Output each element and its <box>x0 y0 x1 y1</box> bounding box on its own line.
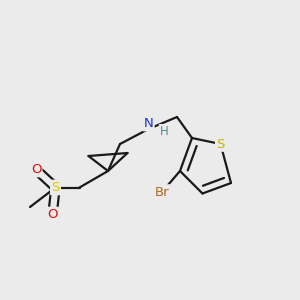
Text: S: S <box>216 137 225 151</box>
Text: N: N <box>144 117 153 130</box>
Text: O: O <box>31 163 41 176</box>
Text: S: S <box>51 181 60 194</box>
Text: Br: Br <box>155 185 169 199</box>
Text: O: O <box>47 208 58 221</box>
Text: H: H <box>160 125 169 138</box>
